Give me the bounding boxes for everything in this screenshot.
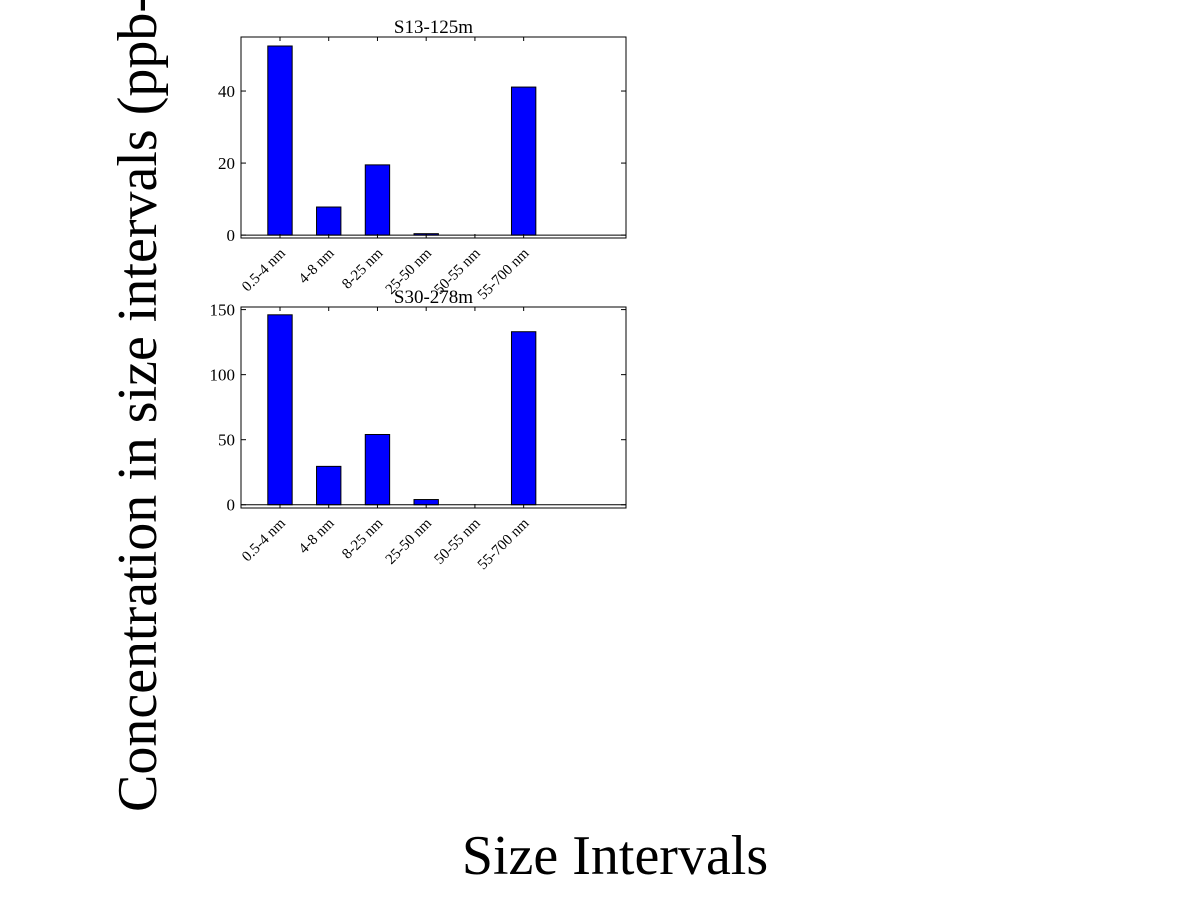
y-tick-label: 150: [210, 301, 236, 320]
bar: [413, 499, 439, 506]
x-tick-label: 0.5-4 nm: [239, 515, 289, 565]
y-tick-label: 20: [218, 154, 235, 173]
bar: [510, 86, 537, 236]
panel-title: S30-278m: [394, 287, 473, 308]
bar: [364, 433, 391, 506]
x-tick-label: 25-50 nm: [383, 515, 435, 567]
bar: [267, 314, 293, 506]
x-tick-label: 4-8 nm: [296, 515, 338, 557]
x-tick-label: 55-700 nm: [475, 245, 533, 303]
bar: [364, 164, 391, 236]
bar: [316, 206, 342, 236]
y-tick-label: 50: [218, 431, 235, 450]
x-tick-label: 0.5-4 nm: [239, 245, 289, 295]
axes-box: [240, 306, 627, 509]
y-tick-label: 100: [210, 366, 236, 385]
figure-y-axis-label: Concentration in size intervals (ppb-QS: [107, 0, 169, 812]
panel-title: S13-125m: [394, 17, 473, 38]
y-tick-label: 0: [227, 226, 236, 245]
figure-x-axis-label: Size Intervals: [462, 825, 768, 887]
y-tick-label: 0: [227, 496, 236, 515]
bar: [510, 331, 537, 506]
y-tick-label: 40: [218, 82, 235, 101]
bar: [267, 45, 293, 236]
bar-chart-s30-278m: S30-278m 0 50 100 150 0.5-4 nm 4-8 nm 8-25 nm25…: [210, 287, 627, 573]
x-tick-label: 8-25 nm: [339, 245, 386, 292]
x-tick-label: 55-700 nm: [475, 515, 533, 573]
bar: [316, 465, 342, 506]
x-tick-label: 8-25 nm: [339, 515, 386, 562]
axes-box: [240, 36, 627, 239]
x-tick-label: 4-8 nm: [296, 245, 338, 287]
